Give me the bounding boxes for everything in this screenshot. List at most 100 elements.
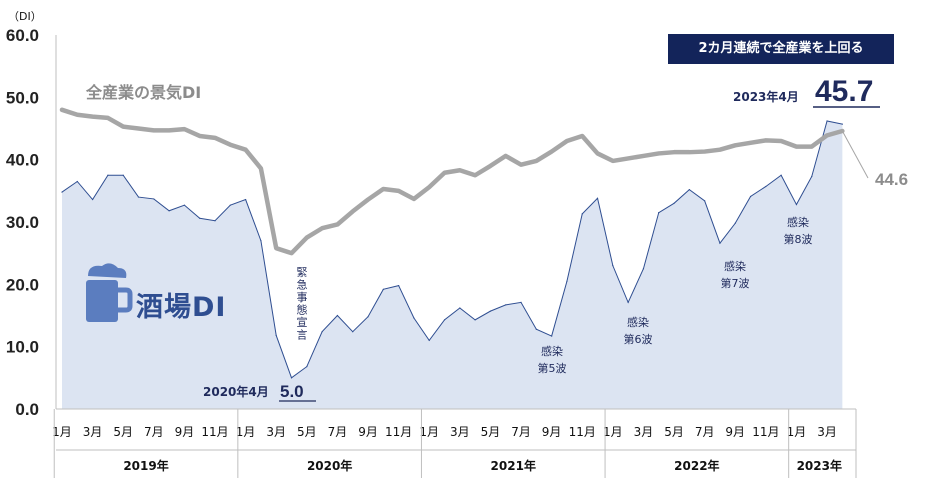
- end-value-leader: [841, 130, 869, 179]
- infection-wave-label: 第8波: [784, 232, 813, 246]
- all-industry-di-point: [413, 198, 415, 200]
- infection-wave-label: 感染: [541, 344, 563, 358]
- all-industry-di-point: [505, 155, 507, 157]
- sakaba-di-point: [688, 188, 690, 191]
- y-tick-label: 50.0: [6, 88, 39, 107]
- series-label-all-industry: 全産業の景気DI: [85, 83, 201, 102]
- all-industry-di-point: [382, 188, 384, 190]
- all-industry-di-point: [795, 145, 798, 148]
- sakaba-di-point: [489, 310, 492, 312]
- all-industry-di-point: [260, 167, 262, 169]
- sakaba-di-point: [260, 240, 262, 242]
- all-industry-di-point: [107, 117, 109, 119]
- all-industry-di-point: [749, 142, 752, 144]
- sakaba-di-point: [658, 212, 660, 214]
- emergency-label-char: 言: [297, 329, 308, 342]
- x-tick-label: 5月: [481, 425, 501, 439]
- infection-wave-label: 感染: [787, 215, 809, 229]
- sakaba-di-logo: [86, 263, 133, 322]
- y-tick-label: 40.0: [6, 151, 39, 170]
- x-tick-label: 11月: [385, 425, 412, 439]
- emergency-label-char: 態: [297, 303, 308, 317]
- all-industry-di-point: [306, 236, 308, 239]
- sakaba-di-point: [443, 319, 446, 321]
- all-industry-di-point: [367, 198, 369, 201]
- sakaba-di-point: [627, 301, 629, 304]
- x-tick-label: 11月: [752, 425, 779, 439]
- sakaba-di-point: [719, 242, 721, 244]
- all-industry-di-point: [474, 174, 476, 176]
- all-industry-di-point: [734, 144, 736, 146]
- sakaba-di-point: [199, 217, 201, 219]
- max-callout-date: 2023年4月: [733, 89, 799, 104]
- sakaba-di-point: [474, 319, 476, 321]
- x-tick-label: 3月: [817, 425, 837, 439]
- x-tick-label: 9月: [358, 425, 378, 439]
- x-tick-label: 3月: [450, 425, 470, 439]
- x-tick-label: 5月: [664, 425, 684, 439]
- sakaba-di-point: [153, 198, 155, 200]
- year-label: 2021年: [491, 458, 536, 473]
- y-tick-label: 60.0: [6, 26, 39, 45]
- sakaba-di-point: [214, 220, 216, 222]
- all-industry-di-point: [443, 172, 446, 174]
- year-label: 2022年: [674, 458, 719, 473]
- all-industry-di-point: [92, 116, 94, 118]
- sakaba-di-point: [382, 288, 384, 290]
- all-industry-di-point: [612, 160, 614, 162]
- all-industry-di-point: [352, 210, 354, 213]
- y-tick-label: 10.0: [6, 338, 39, 357]
- sakaba-di-point: [581, 213, 583, 215]
- all-industry-di-point: [153, 129, 155, 131]
- all-industry-di-point: [658, 152, 660, 155]
- all-industry-di-point: [76, 114, 78, 116]
- sakaba-di-point: [596, 197, 599, 199]
- all-industry-di-point: [535, 160, 537, 162]
- all-industry-di-point: [398, 190, 400, 192]
- beer-mug-icon: [86, 263, 133, 322]
- sakaba-di-point: [183, 204, 186, 206]
- max-callout-value: 45.7: [815, 75, 873, 108]
- emergency-label-char: 事: [297, 291, 308, 304]
- x-tick-label: 9月: [725, 425, 745, 439]
- sakaba-di-area: [62, 121, 843, 410]
- all-industry-di-point: [566, 140, 568, 142]
- x-tick-label: 11月: [569, 425, 596, 439]
- all-industry-di-point: [61, 109, 63, 111]
- all-industry-di-point: [826, 134, 828, 136]
- all-industry-di-point: [642, 155, 645, 157]
- logo-text: 酒場DI: [136, 292, 227, 323]
- sakaba-di-point: [137, 196, 140, 198]
- all-industry-di-point: [811, 145, 813, 148]
- x-tick-label: 3月: [266, 425, 286, 439]
- plot-area: [59, 107, 845, 410]
- all-industry-di-point: [428, 186, 430, 188]
- all-industry-di-point: [275, 247, 277, 249]
- sakaba-di-point: [811, 175, 813, 178]
- emergency-label-char: 急: [297, 278, 308, 292]
- sakaba-di-point: [612, 265, 614, 267]
- year-label: 2019年: [123, 458, 168, 473]
- all-industry-di-point: [459, 169, 461, 171]
- min-callout-date: 2020年4月: [203, 384, 269, 399]
- x-tick-label: 5月: [297, 425, 317, 439]
- x-tick-label: 7月: [695, 425, 715, 439]
- all-industry-di-point: [168, 129, 170, 131]
- sakaba-di-point: [290, 377, 293, 379]
- sakaba-di-point: [535, 328, 537, 330]
- infection-wave-label: 感染: [627, 315, 649, 329]
- sakaba-di-point: [92, 198, 94, 201]
- all-industry-di-point: [581, 135, 583, 137]
- all-industry-di-point: [214, 137, 216, 139]
- all-industry-di-point: [183, 128, 186, 130]
- sakaba-di-point: [642, 268, 645, 270]
- x-tick-label: 5月: [113, 425, 133, 439]
- all-industry-di-point: [137, 127, 140, 130]
- sakaba-di-point: [367, 316, 369, 318]
- sakaba-di-point: [428, 339, 430, 342]
- x-tick-label: 11月: [201, 425, 228, 439]
- sakaba-di-point: [61, 191, 63, 193]
- sakaba-di-point: [505, 304, 507, 306]
